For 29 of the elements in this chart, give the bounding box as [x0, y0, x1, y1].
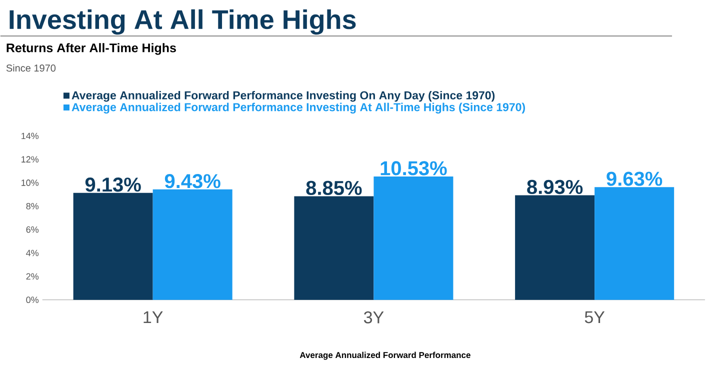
bar — [594, 187, 674, 300]
data-label: 9.63% — [606, 172, 662, 186]
bar — [73, 193, 153, 300]
data-label: 10.53% — [380, 161, 447, 176]
y-tick-label: 12% — [22, 156, 39, 163]
x-tick-label: 1Y — [144, 311, 163, 324]
bar — [152, 190, 232, 300]
y-tick-label: 2% — [26, 273, 39, 280]
data-label: 9.43% — [164, 174, 220, 188]
data-label: 8.85% — [306, 180, 362, 196]
y-tick-label: 6% — [26, 226, 39, 233]
bar — [374, 176, 454, 300]
y-tick-label: 8% — [26, 203, 39, 210]
chart-title: Investing At All Time Highs — [10, 9, 356, 35]
bar — [515, 195, 595, 300]
chart-subtitle: Returns After All-Time Highs — [6, 43, 176, 55]
y-tick-label: 14% — [22, 132, 39, 140]
y-tick-label: 0% — [26, 296, 39, 304]
data-label: 8.93% — [527, 180, 583, 194]
legend-label: Average Annualized Forward Performance Investing At All-Time Highs (Since 1970) — [72, 102, 525, 114]
bar — [294, 196, 374, 300]
x-axis-title: Average Annualized Forward Performance — [300, 352, 470, 360]
data-label: 9.13% — [85, 178, 141, 192]
y-tick-label: 10% — [22, 180, 39, 186]
x-tick-label: 5Y — [584, 311, 605, 324]
x-tick-label: 3Y — [364, 311, 384, 324]
legend-label: Average Annualized Forward Performance Investing On Any Day (Since 1970) — [72, 91, 495, 102]
y-tick-label: 4% — [26, 250, 39, 256]
text: Since 1970 — [6, 64, 56, 72]
